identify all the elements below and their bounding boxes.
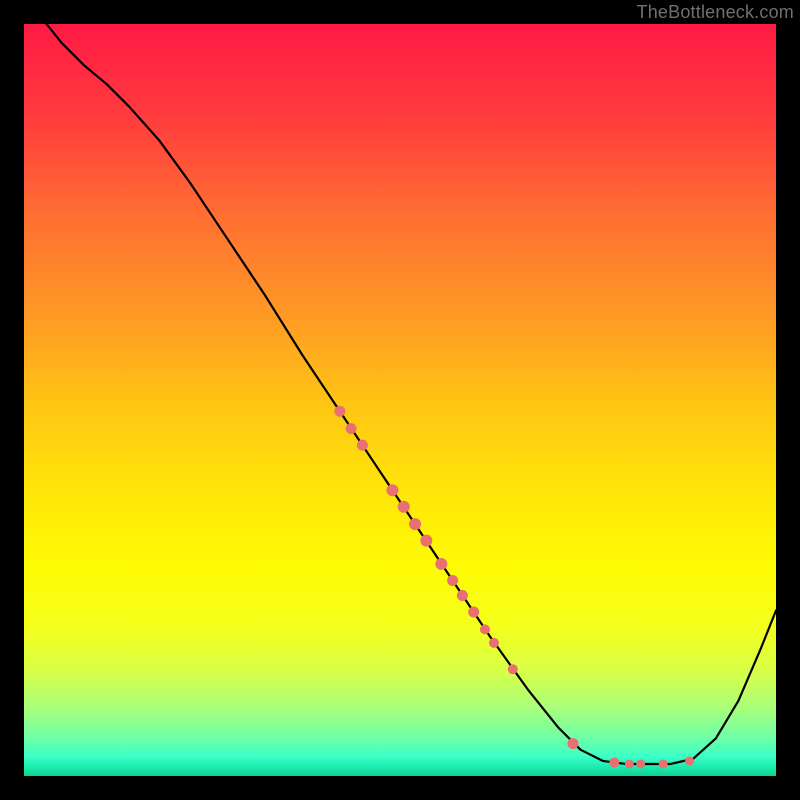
scatter-point xyxy=(468,607,479,618)
scatter-point xyxy=(420,535,432,547)
scatter-point xyxy=(636,759,645,768)
scatter-point xyxy=(435,558,447,570)
scatter-point xyxy=(346,423,357,434)
scatter-point xyxy=(567,738,578,749)
scatter-point xyxy=(409,518,421,530)
chart-frame: TheBottleneck.com xyxy=(0,0,800,800)
scatter-point xyxy=(609,757,619,767)
scatter-point xyxy=(480,624,490,634)
scatter-point xyxy=(386,484,398,496)
scatter-point xyxy=(334,406,345,417)
scatter-point xyxy=(489,638,499,648)
scatter-point xyxy=(508,664,518,674)
chart-svg xyxy=(24,24,776,776)
scatter-point xyxy=(357,440,368,451)
scatter-point xyxy=(447,575,458,586)
gradient-background xyxy=(24,24,776,776)
scatter-point xyxy=(685,756,694,765)
scatter-point xyxy=(659,759,668,768)
scatter-point xyxy=(625,759,634,768)
scatter-point xyxy=(457,590,468,601)
scatter-point xyxy=(398,501,410,513)
plot-area xyxy=(24,24,776,776)
watermark-text: TheBottleneck.com xyxy=(637,2,794,23)
